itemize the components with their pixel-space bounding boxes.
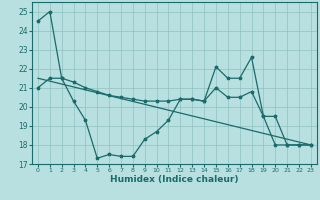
X-axis label: Humidex (Indice chaleur): Humidex (Indice chaleur)	[110, 175, 239, 184]
